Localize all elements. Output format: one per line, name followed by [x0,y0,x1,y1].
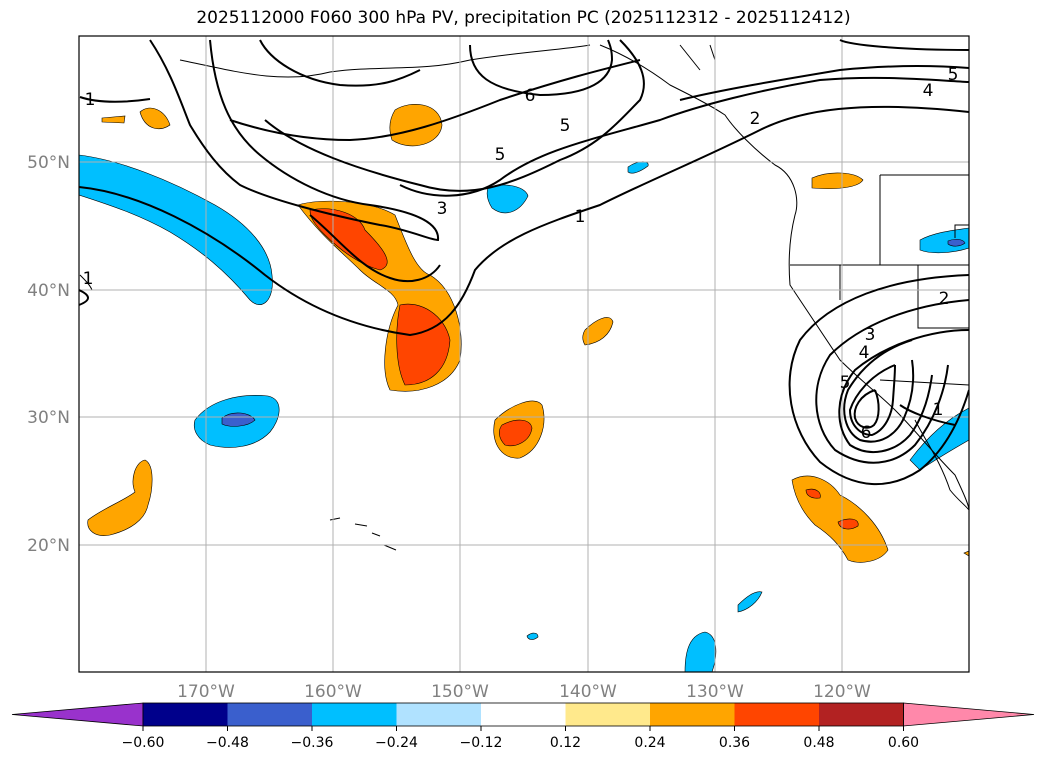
map-frame [78,35,970,673]
colorbar-extension-high [903,702,1035,727]
colorbar-tick-label: −0.36 [291,735,334,751]
colorbar-tick-label: −0.48 [206,735,249,751]
colorbar-tick-label: −0.12 [460,735,503,751]
pv-contours [79,39,969,486]
contour-label: 2 [939,289,950,309]
lat-label-50n: 50°N [27,153,70,173]
colorbar-outline [142,702,904,727]
colorbar-tick-label: −0.60 [122,735,165,751]
contour-label: 1 [575,207,586,227]
contour-labels: 1 6 5 5 3 1 2 5 4 2 3 4 5 6 1 1 [83,65,959,443]
colorbar-tick-label: 0.48 [803,735,834,751]
contour-label: 3 [865,325,876,345]
colorbar-segment [734,703,819,726]
lon-label-130w: 130°W [686,682,744,702]
lon-label-120w: 120°W [813,682,871,702]
colorbar-tick-label: 0.24 [634,735,665,751]
colorbar-segment [650,703,735,726]
contour-label: 4 [923,81,934,101]
contour-label: 5 [948,65,959,85]
contour-label: 3 [437,199,448,219]
latitude-labels: 50°N 40°N 30°N 20°N [27,153,70,556]
colorbar-segment [396,703,481,726]
contour-label: 5 [840,373,851,393]
longitude-labels: 170°W 160°W 150°W 140°W 130°W 120°W [177,682,871,702]
lon-label-160w: 160°W [304,682,362,702]
contour-label: 1 [83,269,94,289]
lon-label-170w: 170°W [177,682,235,702]
colorbar-segment [143,703,228,726]
colorbar-segment [312,703,397,726]
lat-label-30n: 30°N [27,408,70,428]
colorbar-segment [481,703,566,726]
precip-positive-regions [87,104,969,563]
map-title: 2025112000 F060 300 hPa PV, precipitatio… [196,8,851,28]
colorbar-segment [565,703,650,726]
lat-label-20n: 20°N [27,536,70,556]
lat-label-40n: 40°N [27,281,70,301]
contour-label: 6 [861,423,872,443]
lon-label-140w: 140°W [559,682,617,702]
precip-negative-regions [79,154,969,672]
coastlines [79,44,969,551]
colorbar-tick-label: 0.36 [719,735,750,751]
contour-label: 4 [859,343,870,363]
colorbar: −0.60 −0.48 −0.36 −0.24 −0.12 0.12 0.24 0.36 0.4… [11,702,1035,751]
map-area [79,36,969,672]
contour-label: 5 [495,145,506,165]
contour-label: 1 [85,90,96,110]
contour-label: 5 [560,116,571,136]
lon-label-150w: 150°W [431,682,489,702]
colorbar-segment [819,703,904,726]
contour-label: 6 [525,86,536,106]
colorbar-tick-label: −0.24 [375,735,418,751]
colorbar-tick-label: 0.12 [550,735,581,751]
colorbar-extension-low [11,702,144,727]
colorbar-tick-label: 0.60 [888,735,919,751]
colorbar-segment [227,703,312,726]
graticule [79,36,969,672]
contour-label: 2 [750,109,761,129]
contour-label: 1 [933,400,944,420]
